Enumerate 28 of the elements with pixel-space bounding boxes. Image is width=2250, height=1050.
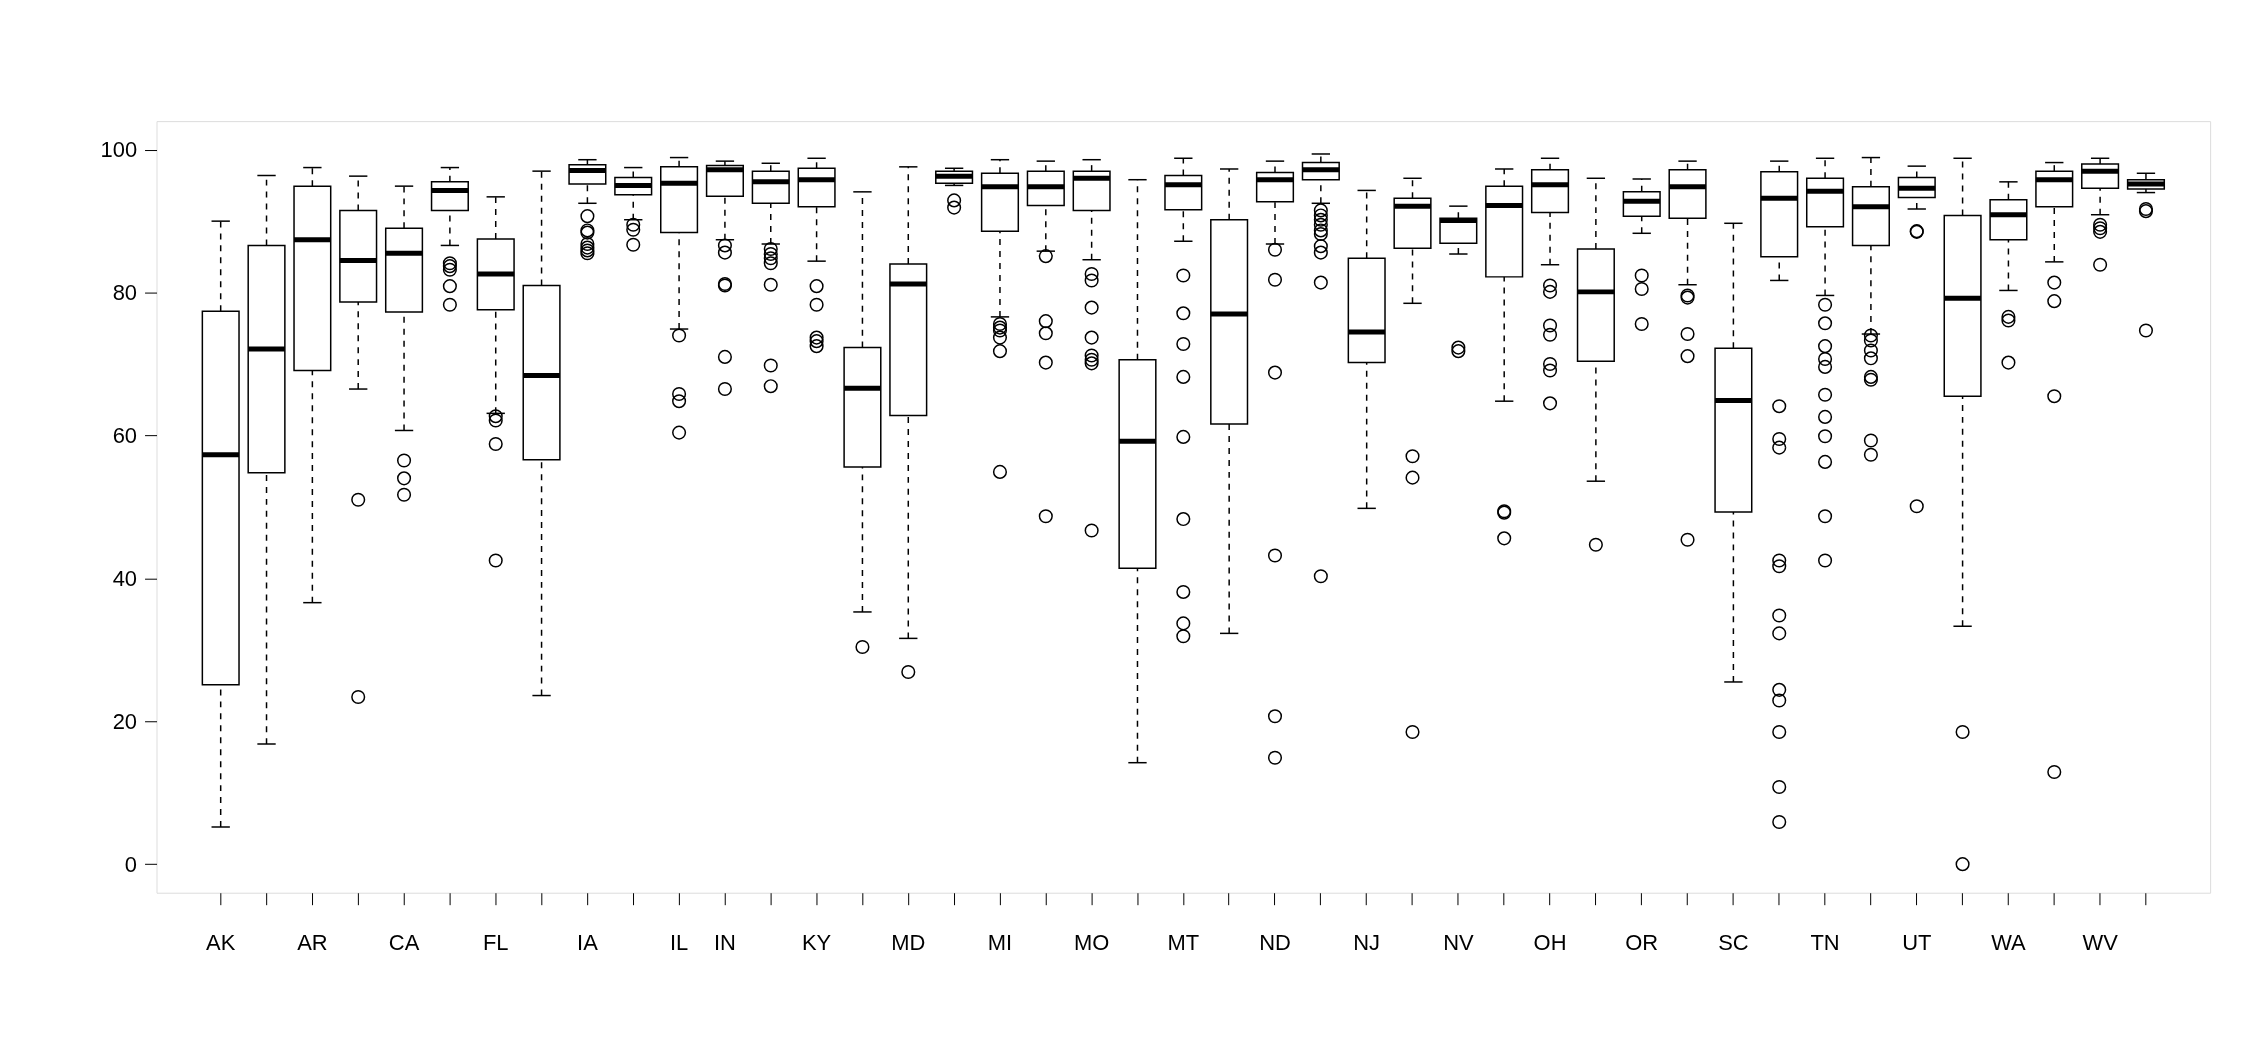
x-tick-label: WA [1991,930,2027,956]
x-tick-label: KY [801,930,832,956]
y-tick-label: 40 [112,565,138,591]
y-tick-label: 60 [112,422,138,448]
x-tick-label: MO [1073,930,1110,956]
x-tick-label: WV [2082,930,2119,956]
y-tick-label: 80 [112,280,138,306]
x-tick-label: MI [987,930,1013,956]
x-tick-label: UT [1902,930,1932,956]
x-tick-label: OR [1625,930,1659,956]
x-tick-label: ND [1259,930,1291,956]
x-tick-label: NJ [1353,930,1381,956]
x-tick-label: IL [669,930,689,956]
x-tick-label: NV [1443,930,1474,956]
x-tick-label: AR [297,930,328,956]
x-tick-label: TN [1810,930,1840,956]
x-tick-label: AK [206,930,236,956]
x-tick-label: IN [713,930,736,956]
x-tick-label: MD [891,930,926,956]
x-tick-label: IA [577,930,599,956]
y-tick-label: 20 [112,708,138,734]
x-tick-label: CA [388,930,420,956]
x-tick-label: SC [1718,930,1749,956]
y-tick-label: 100 [100,137,138,163]
x-tick-label: FL [482,930,509,956]
x-tick-label: MT [1167,930,1200,956]
x-tick-label: OH [1533,930,1567,956]
y-tick-label: 0 [124,851,138,877]
